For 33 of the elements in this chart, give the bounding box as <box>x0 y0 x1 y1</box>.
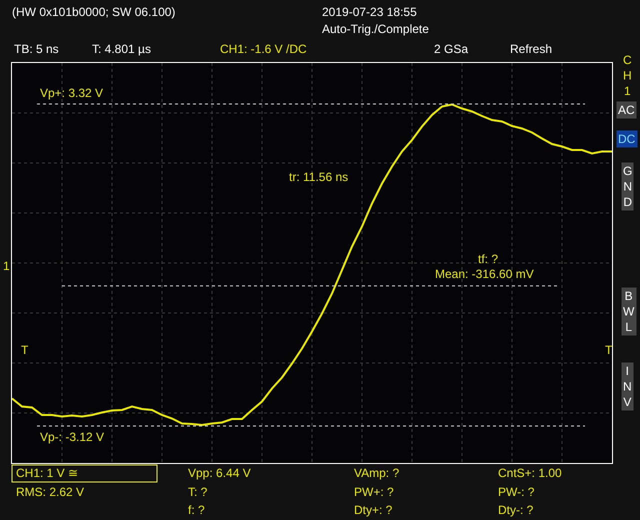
ref-line-label: Vp-: -3.12 V <box>40 430 104 444</box>
annotation: T <box>21 343 29 357</box>
text: CH1 <box>623 53 632 98</box>
text: CH1: -1.6 V /DC <box>220 42 308 56</box>
text: INV <box>623 364 632 410</box>
text: AC <box>618 103 636 117</box>
text: 2 GSa <box>434 42 468 56</box>
text: T: 4.801 µs <box>92 42 151 56</box>
text: CH1: 1 V ≅ <box>16 466 78 480</box>
text: RMS: 2.62 V <box>16 485 84 499</box>
text: DC <box>618 132 636 146</box>
text: Dty+: ? <box>354 503 393 517</box>
text: Dty-: ? <box>498 503 534 517</box>
text: Vpp: 6.44 V <box>188 466 251 480</box>
text: VAmp: ? <box>354 466 400 480</box>
text: (HW 0x101b0000; SW 06.100) <box>12 5 176 19</box>
text: 1 <box>3 259 10 273</box>
ref-line-label: Mean: -316.60 mV <box>435 267 534 281</box>
text: 2019-07-23 18:55 <box>322 5 418 19</box>
text: T: ? <box>188 485 208 499</box>
text: PW-: ? <box>498 485 535 499</box>
text: TB: 5 ns <box>14 42 59 56</box>
text: Auto-Trig./Complete <box>322 22 430 36</box>
annotation: tf: ? <box>478 252 498 266</box>
text: PW+: ? <box>354 485 394 499</box>
annotation: tr: 11.56 ns <box>289 170 348 184</box>
ref-line-label: Vp+: 3.32 V <box>40 86 104 100</box>
text: CntS+: 1.00 <box>498 466 562 480</box>
text: Refresh <box>510 42 552 56</box>
text: GND <box>623 164 632 210</box>
annotation: T <box>605 343 613 357</box>
text: BWL <box>623 289 635 334</box>
text: f: ? <box>188 503 205 517</box>
